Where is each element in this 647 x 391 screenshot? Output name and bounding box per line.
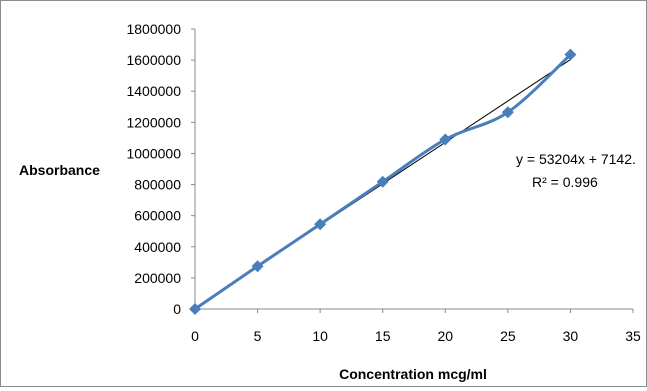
y-tick-label: 800000 [134,177,181,193]
y-tick-label: 1800000 [126,21,181,37]
y-tick-label: 1200000 [126,114,181,130]
x-tick-label: 35 [625,328,641,344]
r-squared-label: R² = 0.996 [532,174,598,190]
y-tick-label: 1600000 [126,52,181,68]
x-tick-label: 25 [500,328,516,344]
data-point-marker [501,106,514,119]
x-tick-labels: 0 5 10 15 20 25 30 35 [191,309,641,344]
y-tick-labels: 0 200000 400000 600000 800000 1000000 1200000 1… [126,21,195,317]
y-tick-label: 1400000 [126,83,181,99]
x-tick-label: 5 [254,328,262,344]
y-tick-label: 400000 [134,239,181,255]
data-point-marker [251,260,264,273]
x-tick-label: 0 [191,328,199,344]
x-tick-label: 30 [563,328,579,344]
data-points [189,48,577,315]
x-tick-label: 20 [437,328,453,344]
x-tick-label: 15 [375,328,391,344]
x-tick-label: 10 [312,328,328,344]
data-point-marker [189,303,201,315]
y-axis-title: Absorbance [19,162,100,178]
x-axis-title: Concentration mcg/ml [339,366,487,382]
y-tick-label: 1000000 [126,145,181,161]
y-tick-label: 600000 [134,208,181,224]
trendline-equation: y = 53204x + 7142. [516,151,636,167]
data-point-marker [376,175,389,188]
y-tick-label: 200000 [134,270,181,286]
data-point-marker [439,133,452,146]
data-point-marker [564,48,577,61]
y-tick-label: 0 [173,301,181,317]
data-point-marker [314,218,327,231]
